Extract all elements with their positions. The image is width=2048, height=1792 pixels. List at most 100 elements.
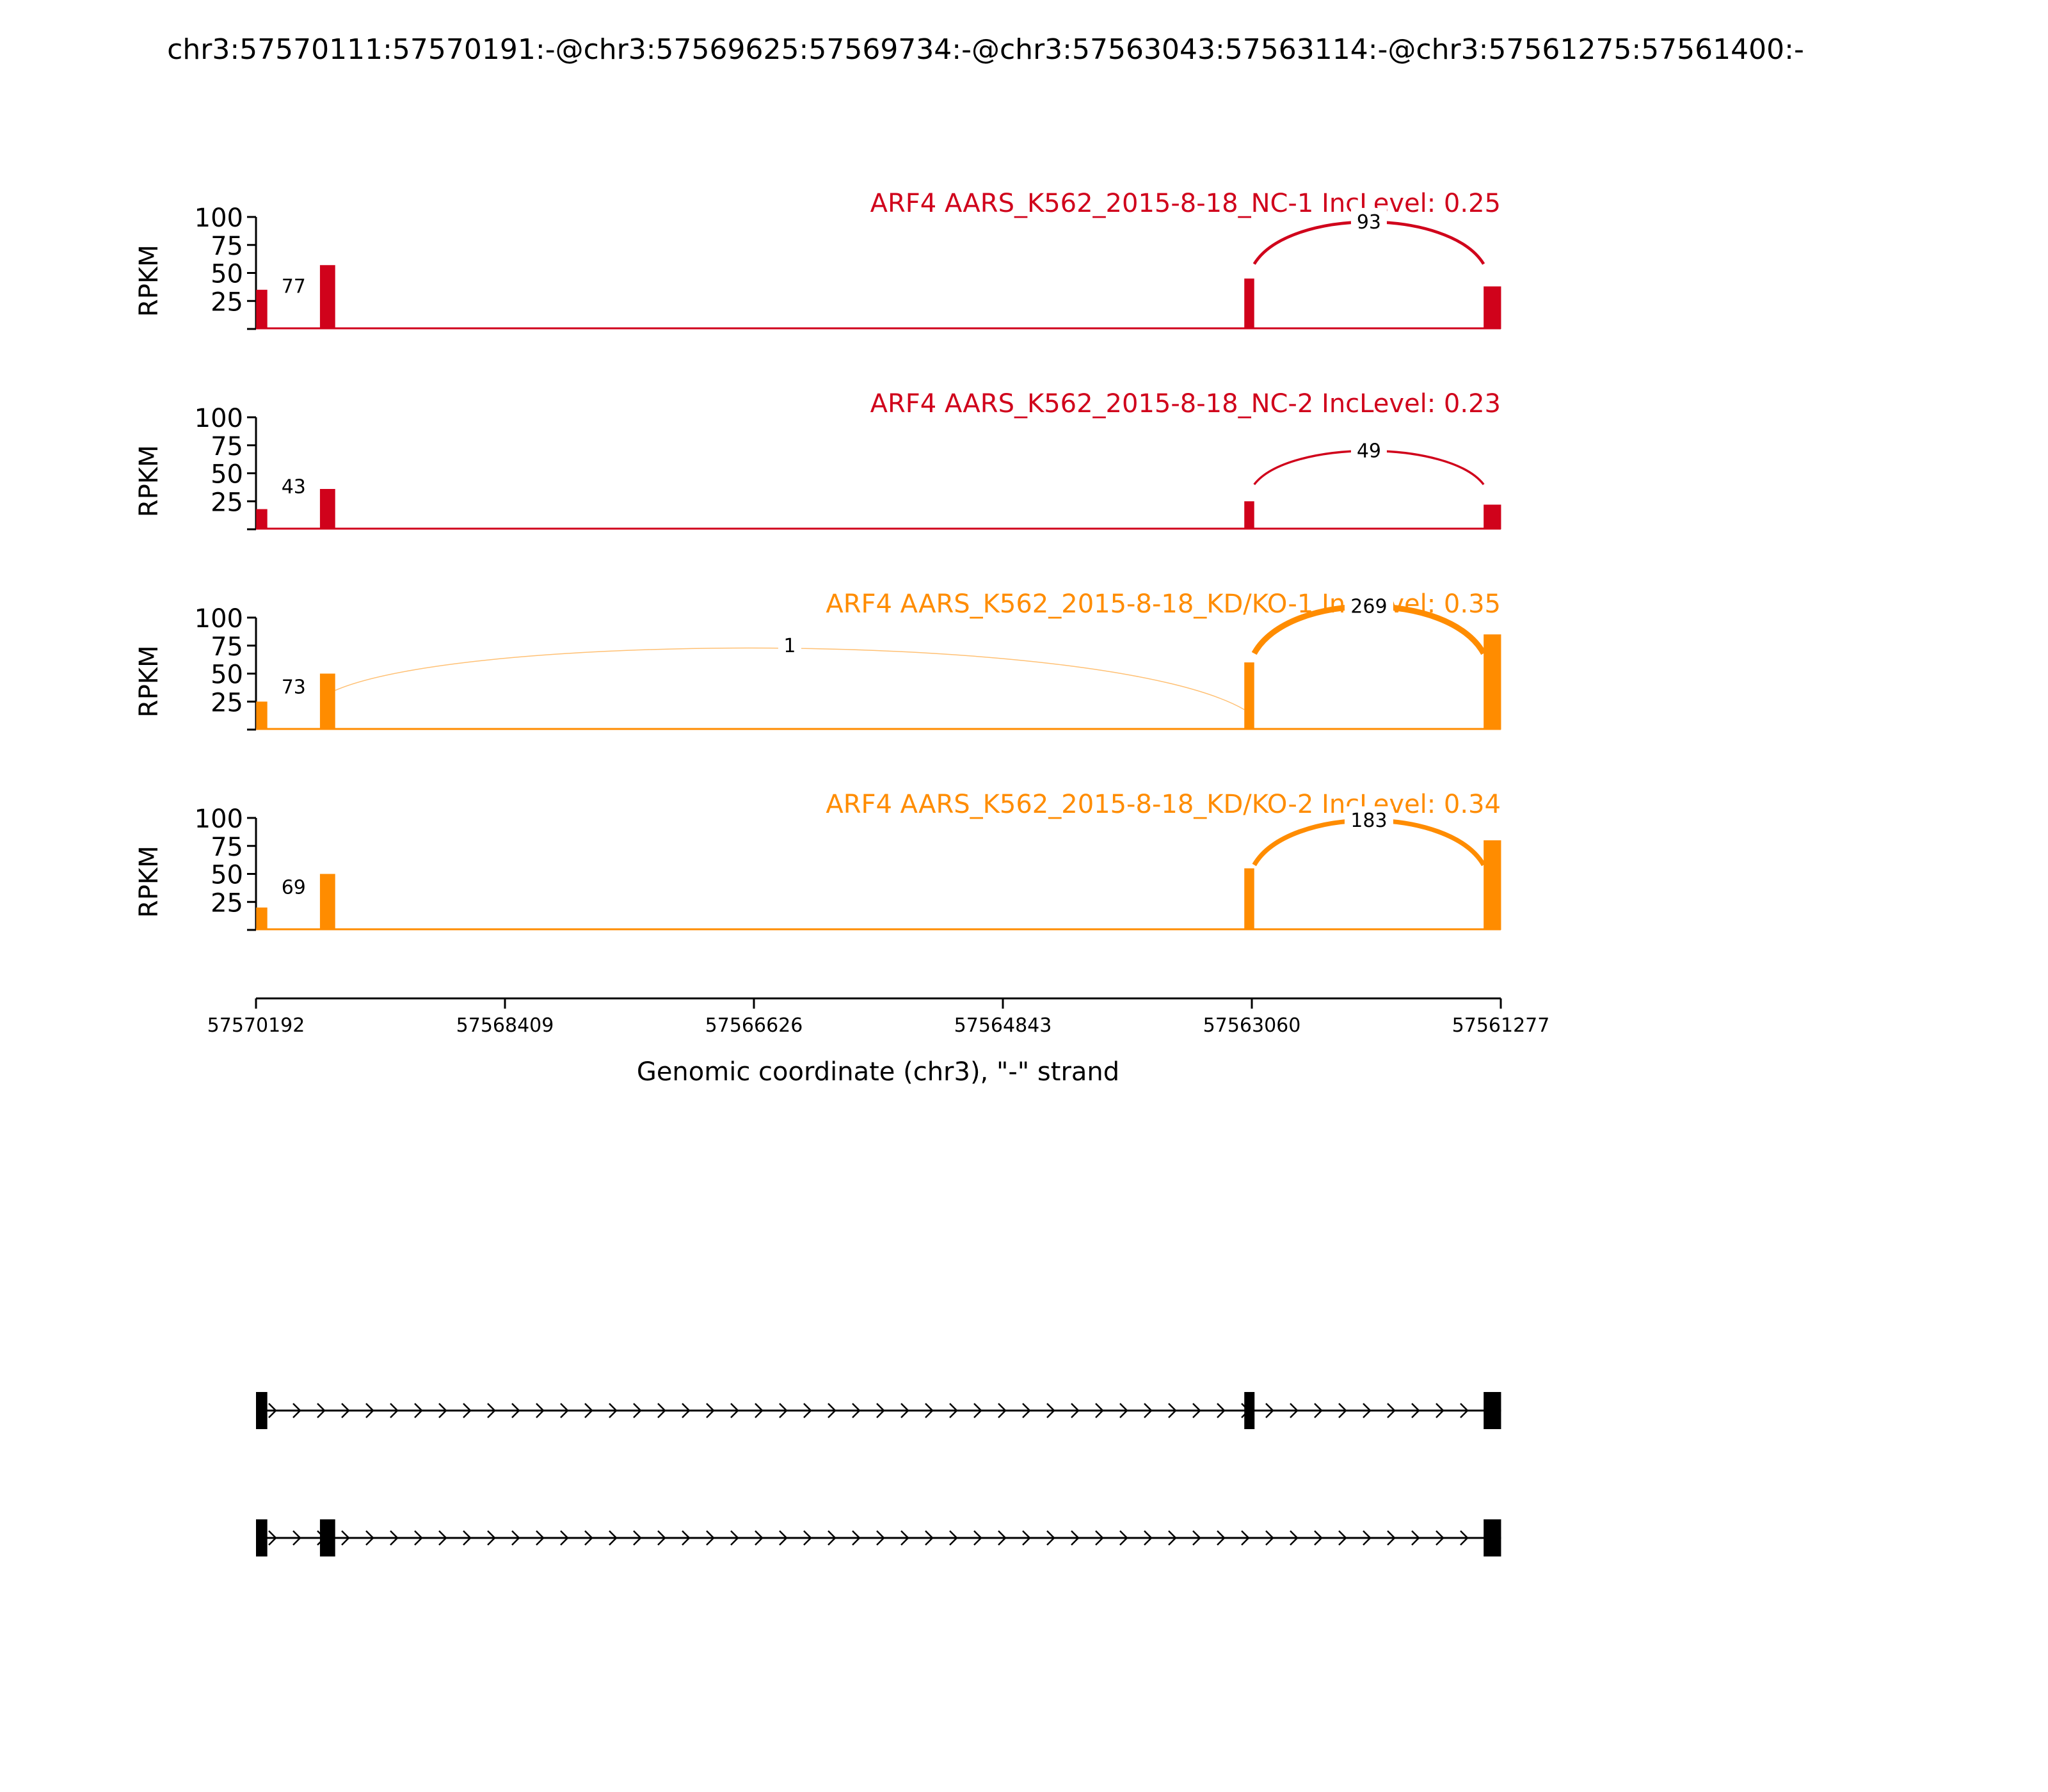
y-tick-label: 100 (195, 804, 243, 834)
strand-arrow (414, 1530, 423, 1546)
strand-arrow (292, 1403, 301, 1418)
strand-arrow (779, 1403, 788, 1418)
isoform-exon (1484, 1519, 1501, 1556)
y-tick-label: 50 (211, 861, 243, 890)
strand-arrow (1363, 1530, 1372, 1546)
junction-count-label: 183 (1350, 810, 1387, 832)
isoform-exon (319, 1519, 335, 1556)
strand-arrow (1460, 1403, 1469, 1418)
strand-arrow (998, 1403, 1007, 1418)
junction-count-label: 269 (1350, 596, 1387, 618)
exon-coverage-bar (1484, 634, 1501, 730)
x-axis-label: Genomic coordinate (chr3), "-" strand (637, 1057, 1119, 1087)
y-tick-label: 50 (211, 460, 243, 490)
strand-arrow (317, 1403, 326, 1418)
strand-arrow (730, 1530, 739, 1546)
y-tick-label: 75 (211, 632, 243, 662)
strand-arrow (657, 1530, 666, 1546)
strand-arrow (463, 1530, 472, 1546)
strand-arrow (609, 1530, 618, 1546)
strand-arrow (900, 1403, 909, 1418)
y-tick-label: 100 (195, 404, 243, 433)
junction-label-bg (1344, 806, 1393, 832)
strand-arrow (536, 1403, 545, 1418)
strand-arrow (949, 1530, 958, 1546)
x-tick-label: 57564843 (954, 1014, 1052, 1037)
strand-arrow (1217, 1403, 1226, 1418)
strand-arrow (1460, 1530, 1469, 1546)
strand-arrow (584, 1403, 593, 1418)
junction-label-bg (1344, 592, 1393, 618)
strand-arrow (1436, 1530, 1444, 1546)
strand-arrow (1241, 1530, 1250, 1546)
strand-arrow (803, 1403, 812, 1418)
exon-coverage-bar (319, 265, 335, 329)
strand-arrow (682, 1403, 691, 1418)
strand-arrow (1192, 1403, 1201, 1418)
strand-arrow (1338, 1403, 1347, 1418)
strand-arrow (292, 1530, 301, 1546)
strand-arrow (1436, 1403, 1444, 1418)
isoform-exon (1484, 1392, 1501, 1429)
strand-arrow (1095, 1403, 1104, 1418)
exon-coverage-bar (319, 673, 335, 730)
strand-arrow (463, 1403, 472, 1418)
strand-arrow (633, 1530, 642, 1546)
strand-arrow (1119, 1530, 1128, 1546)
exon-coverage-bar (256, 289, 268, 329)
strand-arrow (755, 1530, 764, 1546)
strand-arrow (341, 1530, 350, 1546)
y-tick-label: 75 (211, 432, 243, 461)
y-tick-label: 50 (211, 660, 243, 690)
isoform-exon (256, 1392, 268, 1429)
strand-arrow (1144, 1403, 1153, 1418)
exon-coverage-bar (319, 874, 335, 930)
junction-count-label: 43 (282, 476, 306, 499)
strand-arrow (560, 1530, 569, 1546)
y-tick-label: 75 (211, 833, 243, 862)
y-axis-label: RPKM (134, 445, 164, 517)
strand-arrow (268, 1403, 277, 1418)
strand-arrow (1265, 1530, 1274, 1546)
junction-count-label: 49 (1357, 440, 1381, 463)
strand-arrow (365, 1403, 374, 1418)
strand-arrow (876, 1403, 885, 1418)
track-label: ARF4 AARS_K562_2015-8-18_KD/KO-1 IncLeve… (826, 589, 1501, 619)
y-tick-label: 75 (211, 232, 243, 261)
exon-coverage-bar (1484, 286, 1501, 329)
strand-arrow (998, 1530, 1007, 1546)
junction-count-label: 69 (282, 877, 306, 899)
strand-arrow (1046, 1403, 1055, 1418)
x-axis: 57570192 57568409 57566626 57564843 57563060… (207, 997, 1550, 1037)
exon-coverage-bar (256, 509, 268, 529)
exon-coverage-bar (319, 489, 335, 529)
strand-arrow (365, 1530, 374, 1546)
y-tick-label: 100 (195, 204, 243, 233)
strand-arrow (390, 1403, 399, 1418)
strand-arrow (1387, 1403, 1396, 1418)
strand-arrow (1290, 1530, 1299, 1546)
strand-arrow (730, 1403, 739, 1418)
y-tick-label: 100 (195, 604, 243, 634)
strand-arrow (1119, 1403, 1128, 1418)
strand-arrow (925, 1530, 934, 1546)
strand-arrow (657, 1403, 666, 1418)
x-tick-label: 57570192 (207, 1014, 305, 1037)
strand-arrow (1290, 1403, 1299, 1418)
track-label: ARF4 AARS_K562_2015-8-18_NC-1 IncLevel: … (870, 189, 1501, 218)
y-tick-label: 25 (211, 488, 243, 517)
strand-arrow (511, 1530, 520, 1546)
exon-coverage-bar (1244, 662, 1254, 730)
strand-arrow (1411, 1530, 1420, 1546)
junction-label-bg (1350, 207, 1387, 234)
strand-arrow (949, 1403, 958, 1418)
y-tick-label: 50 (211, 260, 243, 289)
strand-arrow (1144, 1530, 1153, 1546)
strand-arrow (1192, 1530, 1201, 1546)
track-label: ARF4 AARS_K562_2015-8-18_NC-2 IncLevel: … (870, 389, 1501, 419)
y-axis-label: RPKM (134, 244, 164, 317)
x-tick-label: 57561277 (1452, 1014, 1550, 1037)
strand-arrow (1095, 1530, 1104, 1546)
